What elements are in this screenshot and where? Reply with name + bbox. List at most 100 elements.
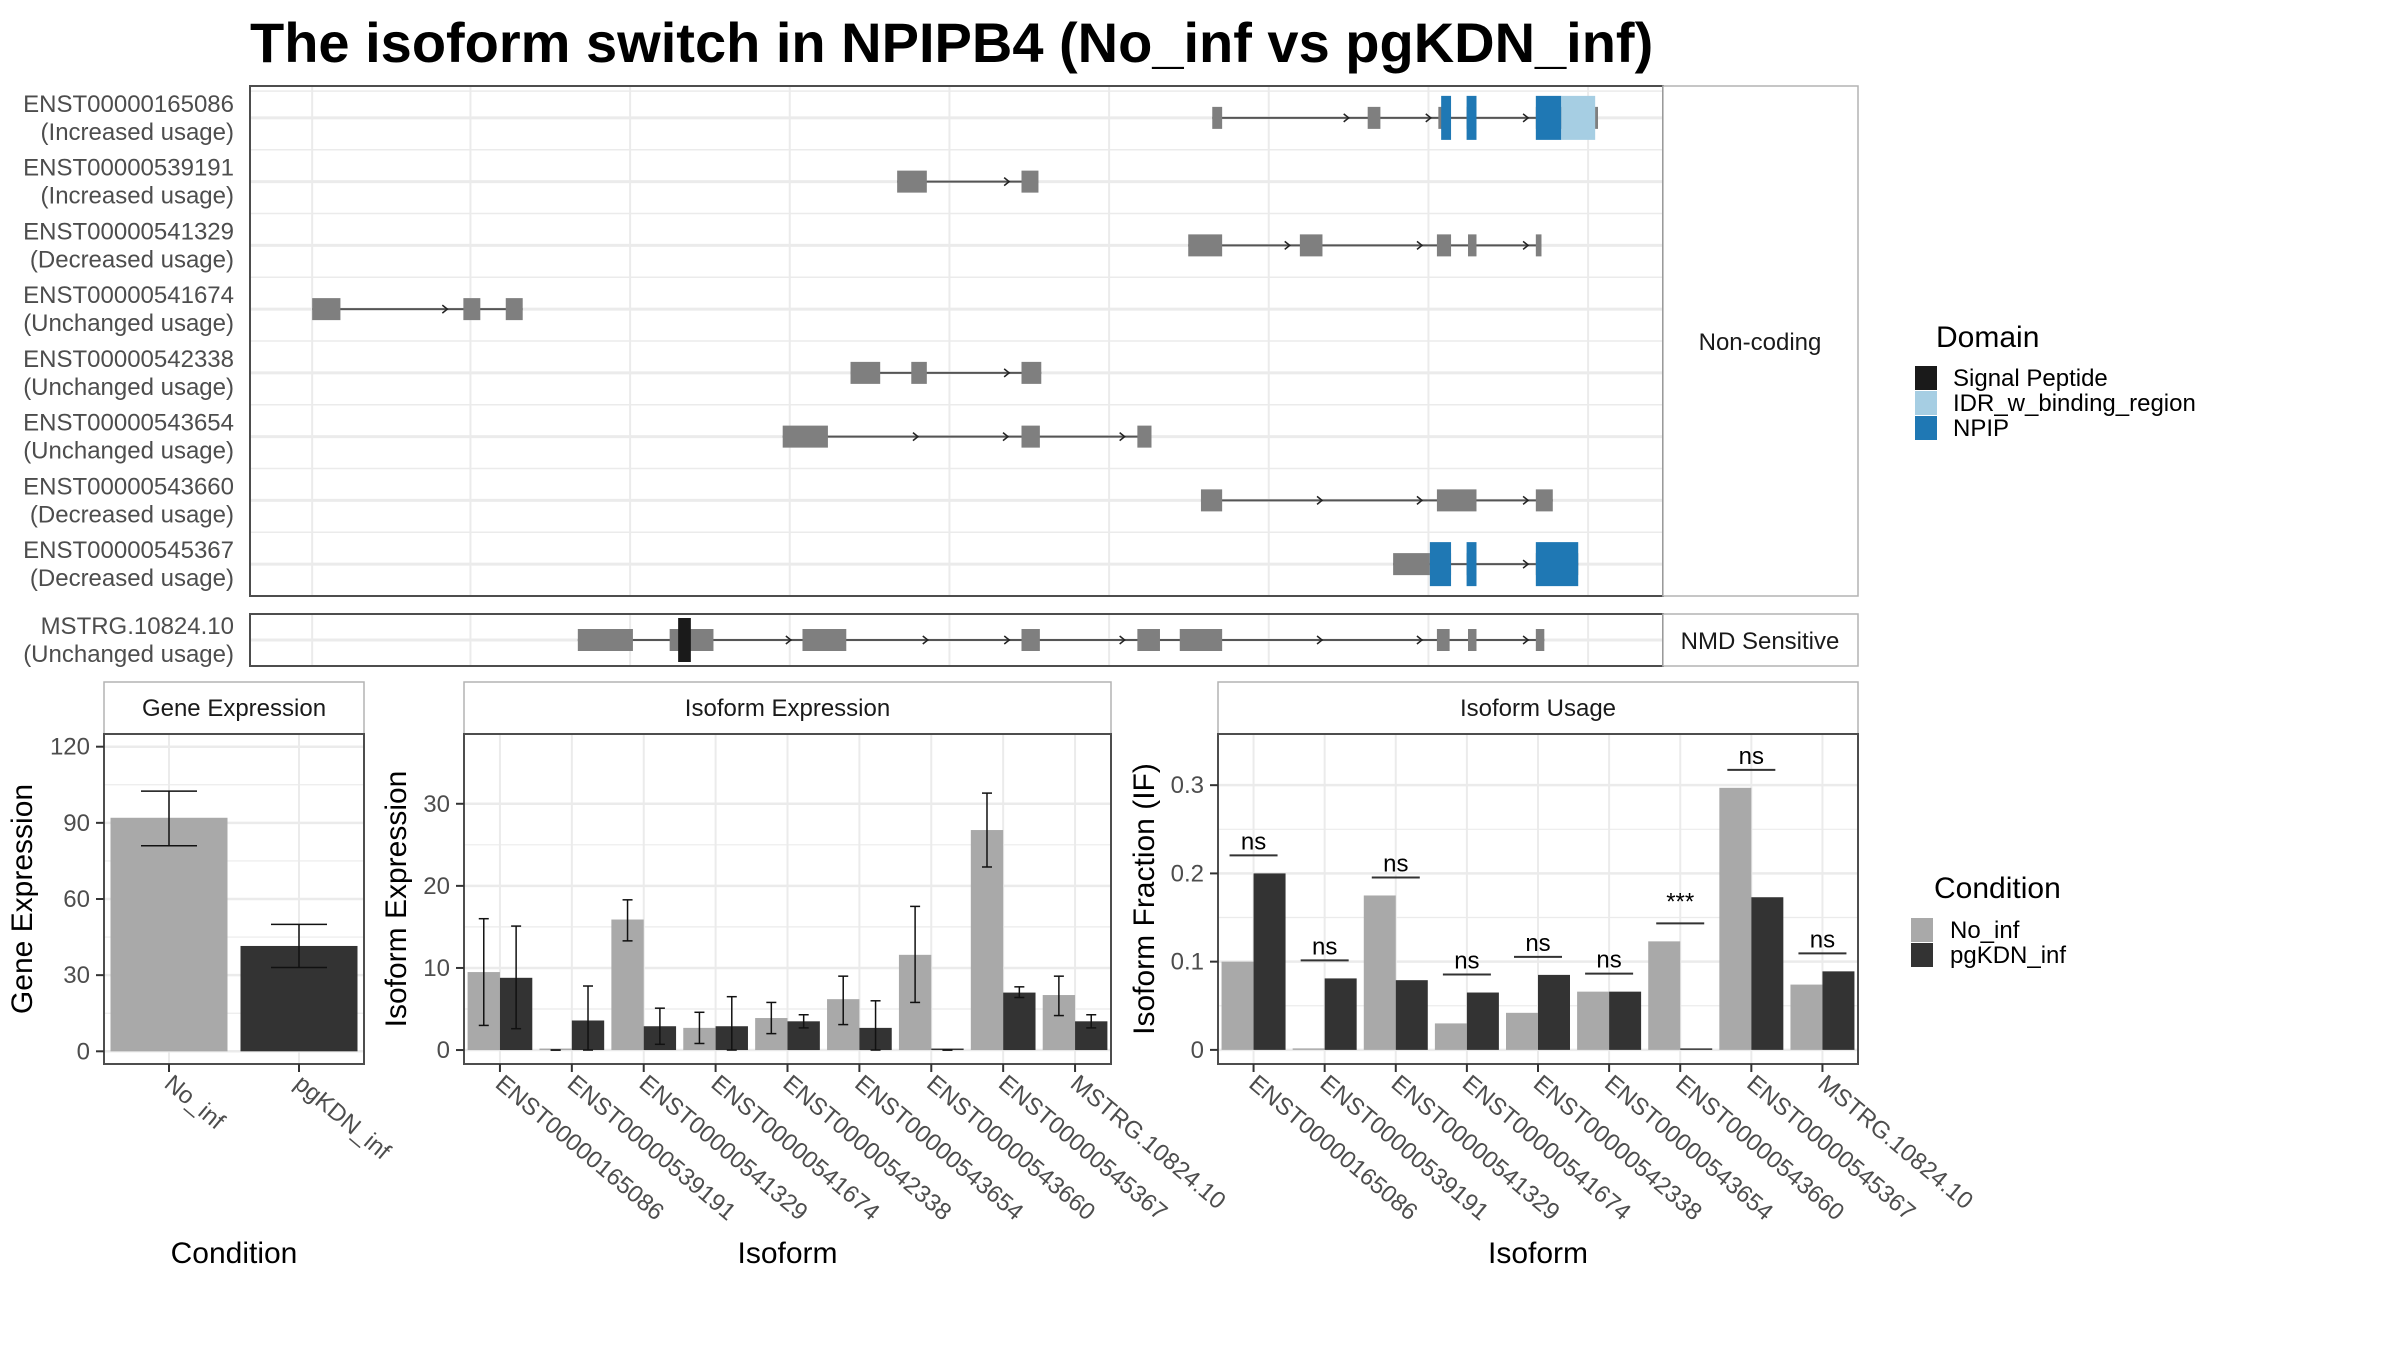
significance-label: *** (1666, 888, 1694, 915)
transcript-usage-status: (Increased usage) (41, 119, 234, 146)
strand-arrow-icon (1425, 113, 1432, 123)
transcript-usage-status: (Increased usage) (41, 183, 234, 210)
x-tick-label: No_inf (159, 1070, 230, 1135)
facet-strip-label: Non-coding (1699, 329, 1822, 356)
legend-key-npip (1915, 416, 1937, 440)
transcript-label: ENST00000541329(Decreased usage) (23, 218, 234, 273)
condition-legend-title: Condition (1934, 872, 2061, 905)
legend-key-no-inf (1911, 918, 1933, 942)
exon (1200, 489, 1223, 512)
transcript-label: ENST00000539191(Increased usage) (23, 155, 234, 210)
chart-strip (463, 681, 1112, 735)
strand-arrow-icon (785, 635, 793, 645)
exon (782, 425, 828, 448)
strand-arrow-icon (1343, 113, 1350, 123)
significance-label: ns (1454, 948, 1479, 975)
transcript-id: ENST00000541329 (23, 218, 234, 245)
transcript-usage-status: (Decreased usage) (30, 246, 234, 273)
transcript-label: ENST00000541674(Unchanged usage) (23, 282, 234, 337)
bar (110, 817, 228, 1052)
transcript-label: ENST00000543660(Decreased usage) (23, 473, 234, 528)
y-tick-label: 10 (423, 955, 450, 982)
exon (1436, 234, 1452, 257)
exon (897, 170, 927, 193)
exon (1436, 489, 1477, 512)
y-tick-label: 0.2 (1171, 860, 1204, 887)
legend-key-signal-peptide (1915, 366, 1937, 390)
exon (1299, 234, 1323, 257)
strand-arrow-icon (1003, 635, 1011, 645)
facet-strip (1662, 85, 1859, 597)
domain-legend: Domain Signal PeptideIDR_w_binding_region… (1915, 321, 2196, 442)
exon (850, 361, 881, 384)
domain-legend-title: Domain (1936, 321, 2039, 354)
legend-key-idr (1915, 391, 1937, 415)
y-tick-label: 60 (63, 886, 90, 913)
bar (1395, 980, 1428, 1050)
bar (1680, 1048, 1713, 1050)
exon (1212, 106, 1223, 129)
exon (802, 629, 847, 651)
y-tick-label: 0 (1191, 1037, 1204, 1064)
x-axis-title: Isoform (737, 1237, 837, 1270)
domain-npip (1535, 95, 1562, 140)
strand-arrow-icon (1316, 495, 1324, 505)
legend-label: Signal Peptide (1953, 365, 2108, 392)
strand-arrow-icon (1119, 635, 1126, 645)
isoform-expression-chart: Isoform Expression0102030ENST00000165086… (380, 681, 1231, 1270)
legend-label: pgKDN_inf (1950, 942, 2066, 969)
x-axis-title: Condition (171, 1237, 298, 1270)
bar (1719, 787, 1752, 1050)
domain-npip (1429, 542, 1452, 587)
y-tick-label: 30 (63, 962, 90, 989)
facet-strip-label: NMD Sensitive (1681, 628, 1840, 655)
y-tick-label: 120 (50, 734, 90, 761)
facet-strip (1662, 613, 1859, 667)
bar (1466, 992, 1499, 1050)
chart-title: Isoform Usage (1460, 695, 1616, 722)
transcript-label: ENST00000542338(Unchanged usage) (23, 346, 234, 401)
transcript-usage-status: (Decreased usage) (30, 565, 234, 592)
exon (1535, 629, 1545, 651)
exon (1468, 629, 1477, 651)
y-tick-label: 90 (63, 810, 90, 837)
strand-arrow-icon (1522, 495, 1530, 505)
transcript-usage-status: (Unchanged usage) (23, 374, 234, 401)
x-axis-title: Isoform (1488, 1237, 1588, 1270)
domain-npip (1535, 542, 1579, 587)
transcript-usage-status: (Unchanged usage) (23, 641, 234, 668)
bar (1324, 978, 1357, 1050)
y-axis-title: Gene Expression (6, 784, 39, 1014)
domain-npip (1466, 542, 1477, 587)
transcript-usage-status: (Unchanged usage) (23, 310, 234, 337)
bar (1434, 1023, 1467, 1050)
legend-label: NPIP (1953, 415, 2009, 442)
exon (1393, 553, 1430, 576)
transcript-id: ENST00000542338 (23, 346, 234, 373)
exon (1188, 234, 1223, 257)
bar (1751, 897, 1784, 1050)
exon (1468, 234, 1477, 257)
transcript-id: ENST00000165086 (23, 91, 234, 118)
figure-title: The isoform switch in NPIPB4 (No_inf vs … (250, 11, 1653, 74)
strand-arrow-icon (1416, 635, 1424, 645)
bar (1253, 873, 1286, 1050)
exon (1436, 629, 1450, 651)
domain-npip (1441, 95, 1452, 140)
legend-label: No_inf (1950, 917, 2020, 944)
strand-arrow-icon (1522, 559, 1530, 569)
significance-label: ns (1241, 828, 1266, 855)
bar (1822, 971, 1855, 1050)
transcript-usage-status: (Unchanged usage) (23, 438, 234, 465)
exon (1535, 489, 1553, 512)
transcript-label: ENST00000545367(Decreased usage) (23, 537, 234, 592)
exon (1179, 629, 1223, 651)
strand-arrow-icon (922, 635, 929, 645)
exon (505, 298, 523, 321)
transcript-panel: ENST00000165086(Increased usage)ENST0000… (23, 85, 1859, 668)
chart-strip (1217, 681, 1859, 735)
transcript-label: MSTRG.10824.10(Unchanged usage) (23, 613, 234, 668)
exon (1535, 234, 1542, 257)
exon (1021, 170, 1039, 193)
